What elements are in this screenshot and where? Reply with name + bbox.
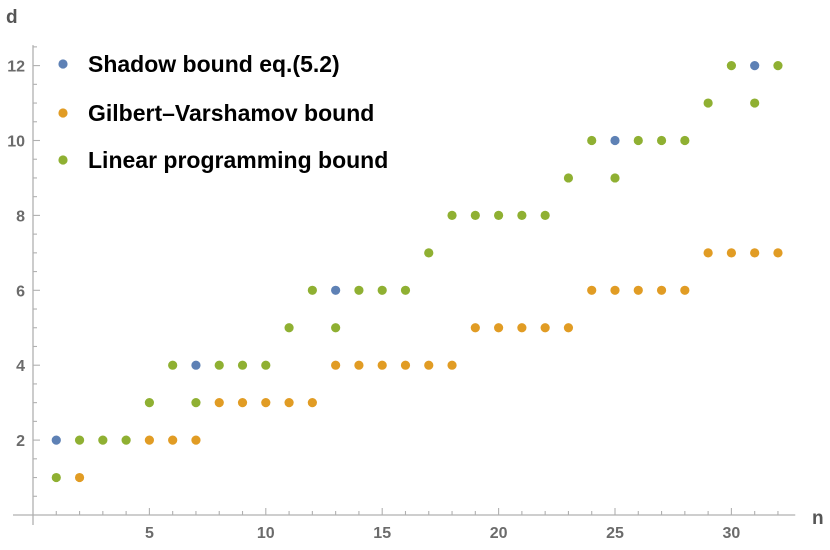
y-ticks: 2 4 6 8 10 12 <box>7 46 40 497</box>
data-point <box>74 435 85 445</box>
y-tick-label: 2 <box>16 433 25 450</box>
data-point <box>307 285 317 295</box>
data-point <box>703 248 713 258</box>
data-point <box>470 323 480 333</box>
data-point <box>726 61 737 71</box>
data-point <box>168 435 178 445</box>
data-point <box>377 360 387 370</box>
data-point <box>447 210 457 220</box>
data-point <box>214 398 224 408</box>
data-point <box>587 135 597 146</box>
data-point <box>773 248 783 258</box>
data-point <box>354 285 364 295</box>
legend-marker-linear-programming <box>58 155 68 165</box>
x-tick-label: 20 <box>490 525 508 542</box>
x-tick-label: 30 <box>723 525 741 542</box>
data-point <box>470 210 480 220</box>
x-tick-label: 15 <box>373 525 391 542</box>
data-point <box>144 398 154 408</box>
data-point <box>377 285 387 295</box>
legend-marker-gilbert-varshamov <box>58 108 68 118</box>
data-point <box>400 360 411 370</box>
data-point <box>214 360 224 370</box>
data-point <box>517 210 527 220</box>
data-point <box>610 285 620 295</box>
data-point <box>51 435 61 445</box>
y-tick-label: 12 <box>7 59 25 76</box>
y-tick-label: 8 <box>16 208 25 225</box>
y-tick-label: 10 <box>7 134 25 151</box>
y-tick-label: 4 <box>16 358 25 375</box>
data-point <box>680 285 690 295</box>
data-point <box>424 360 434 370</box>
data-point <box>284 323 294 333</box>
data-point <box>261 360 271 370</box>
data-point <box>703 98 713 108</box>
data-point <box>563 173 574 183</box>
data-point <box>750 248 760 258</box>
data-point <box>633 135 643 146</box>
y-axis-label: d <box>6 7 18 28</box>
y-tick-label: 6 <box>16 283 25 300</box>
data-point <box>633 285 643 295</box>
legend-label-shadow: Shadow bound eq.(5.2) <box>88 51 340 77</box>
x-ticks: 5 10 15 20 25 30 <box>55 508 779 542</box>
data-point <box>540 323 550 333</box>
legend: Shadow bound eq.(5.2) Gilbert–Varshamov … <box>58 51 388 173</box>
data-point <box>354 360 364 370</box>
data-point <box>517 323 527 333</box>
data-point <box>168 360 178 370</box>
data-point <box>331 360 341 370</box>
data-point <box>494 210 504 220</box>
data-point <box>98 435 108 445</box>
data-point <box>121 435 131 445</box>
data-point <box>656 285 667 295</box>
data-point <box>237 398 248 408</box>
data-point <box>726 248 737 258</box>
data-points <box>51 61 783 483</box>
data-point <box>656 135 667 146</box>
x-tick-label: 5 <box>145 525 154 542</box>
data-point <box>400 285 411 295</box>
legend-label-gilbert-varshamov: Gilbert–Varshamov bound <box>88 100 374 126</box>
data-point <box>750 98 760 108</box>
x-axis-label: n <box>812 508 824 529</box>
legend-marker-shadow <box>58 59 68 69</box>
data-point <box>587 285 597 295</box>
data-point <box>261 398 271 408</box>
data-point <box>773 61 783 71</box>
data-point <box>447 360 457 370</box>
data-point <box>424 248 434 258</box>
data-point <box>680 135 690 146</box>
axes: 5 10 15 20 25 30 2 4 6 8 10 12 n d <box>6 7 824 542</box>
data-point <box>750 61 760 71</box>
data-point <box>284 398 294 408</box>
x-tick-label: 10 <box>257 525 275 542</box>
data-point <box>494 323 504 333</box>
data-point <box>563 323 574 333</box>
data-point <box>610 135 620 146</box>
data-point <box>331 285 341 295</box>
data-point <box>307 398 317 408</box>
x-tick-label: 25 <box>606 525 624 542</box>
data-point <box>331 323 341 333</box>
data-point <box>237 360 248 370</box>
data-point <box>191 435 201 445</box>
data-point <box>540 210 550 220</box>
data-point <box>51 472 61 483</box>
data-point <box>191 398 201 408</box>
data-point <box>191 360 201 370</box>
data-point <box>610 173 620 183</box>
legend-label-linear-programming: Linear programming bound <box>88 147 388 173</box>
data-point <box>144 435 154 445</box>
data-point <box>74 472 85 483</box>
